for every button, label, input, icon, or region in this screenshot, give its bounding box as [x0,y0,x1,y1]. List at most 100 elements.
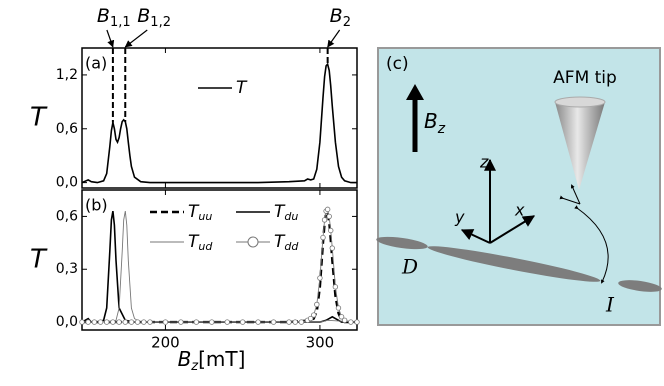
legend-label: Tuu [188,202,212,223]
scan-arrow [574,205,609,284]
annotation-symbol: B [330,5,343,27]
series-marker [91,319,98,325]
series-marker [128,319,135,325]
panel-label: (c) [386,54,409,74]
plot-frame [81,47,358,189]
series-marker [341,317,348,324]
series-marker [329,245,335,251]
series-marker [354,319,360,325]
y-axis-label: T [30,103,48,133]
tip-arrow [570,184,581,205]
series-marker [298,319,305,325]
series-marker [328,227,334,234]
annotation-label: B1,1 [97,5,131,30]
series-marker [314,301,320,308]
diagram: (c) AFM tip Bz z y x D I [376,47,662,326]
afm-tip-top [554,96,606,108]
legend-label: T [236,78,248,98]
annotation-subscript: 1,2 [150,15,171,30]
annotation-symbol: B [97,5,110,27]
series-marker [338,314,345,320]
axis-y-label: y [454,208,465,227]
series-marker [209,319,215,325]
series-marker [104,319,110,325]
x-axis-label-part: [mT] [198,347,245,371]
contact-left-label: D [401,255,418,279]
field-symbol: B [424,109,438,133]
field-subscript: z [437,121,446,137]
annotation-subscript: 2 [343,15,351,30]
wire [427,246,601,282]
series-line [81,62,357,184]
afm-tip [555,102,605,190]
y-axis-label: T [30,245,48,275]
series-marker [193,319,200,325]
series-marker [348,319,354,325]
series-marker [307,315,314,322]
series-marker [85,319,91,325]
axis-z-label: z [479,153,489,172]
series-marker [270,319,277,325]
diagram-panel [377,47,661,326]
contact-left [376,236,428,250]
y-tick-label: 0,0 [56,314,78,330]
axis-x [489,215,536,244]
series-marker [321,217,328,223]
series-marker [324,206,331,213]
series-marker [292,319,298,325]
series-marker [162,319,169,325]
panel-label: (a) [85,54,107,73]
tip-arrow [559,195,581,205]
series-marker [178,319,184,325]
axis-y [460,229,491,244]
x-axis-label-part: z [190,359,199,374]
axis-x-label: x [514,201,525,220]
series-marker [255,319,261,325]
plot-frame [81,189,358,331]
series-marker [147,319,153,325]
legend-marker [247,236,259,248]
contact-right-label: I [605,293,615,317]
series-marker [141,319,147,325]
annotation-arrow [327,29,341,48]
panel-label: (b) [85,196,108,215]
series-marker [134,319,141,325]
legend-label: Tdd [274,232,299,253]
series-marker [79,319,85,325]
series-marker [116,319,122,325]
y-tick-label: 0,6 [56,208,78,224]
y-tick-label: 0,0 [56,175,78,191]
x-tick-label: 300 [306,334,335,352]
series-marker [317,275,323,281]
series-marker [97,319,104,325]
annotation-arrow [124,29,148,48]
legend-label: Tud [188,232,213,253]
series-marker [335,305,342,311]
x-tick-label: 200 [151,334,180,352]
series-marker [122,319,128,325]
series-line [82,211,357,324]
y-tick-label: 1,2 [56,67,78,83]
series-marker [286,319,292,325]
series-marker [311,312,317,318]
legend-label: Tdu [274,202,298,223]
series-marker [320,234,326,241]
series-marker [239,319,246,325]
series-marker [332,284,339,290]
y-tick-label: 0,6 [56,121,78,137]
tip-label: AFM tip [553,68,617,88]
annotation-label: B2 [330,5,351,30]
x-axis-label-part: B [178,347,192,371]
series-marker [110,319,116,325]
field-label: Bz [424,109,446,138]
field-arrow-head [406,84,424,100]
annotation-label: B1,2 [137,5,171,30]
contact-right [618,280,662,292]
annotation-symbol: B [137,5,150,27]
series-marker [224,319,230,325]
annotation-arrow [106,29,115,48]
x-axis-label: Bz[mT] [178,347,246,374]
annotation-subscript: 1,1 [110,15,131,30]
